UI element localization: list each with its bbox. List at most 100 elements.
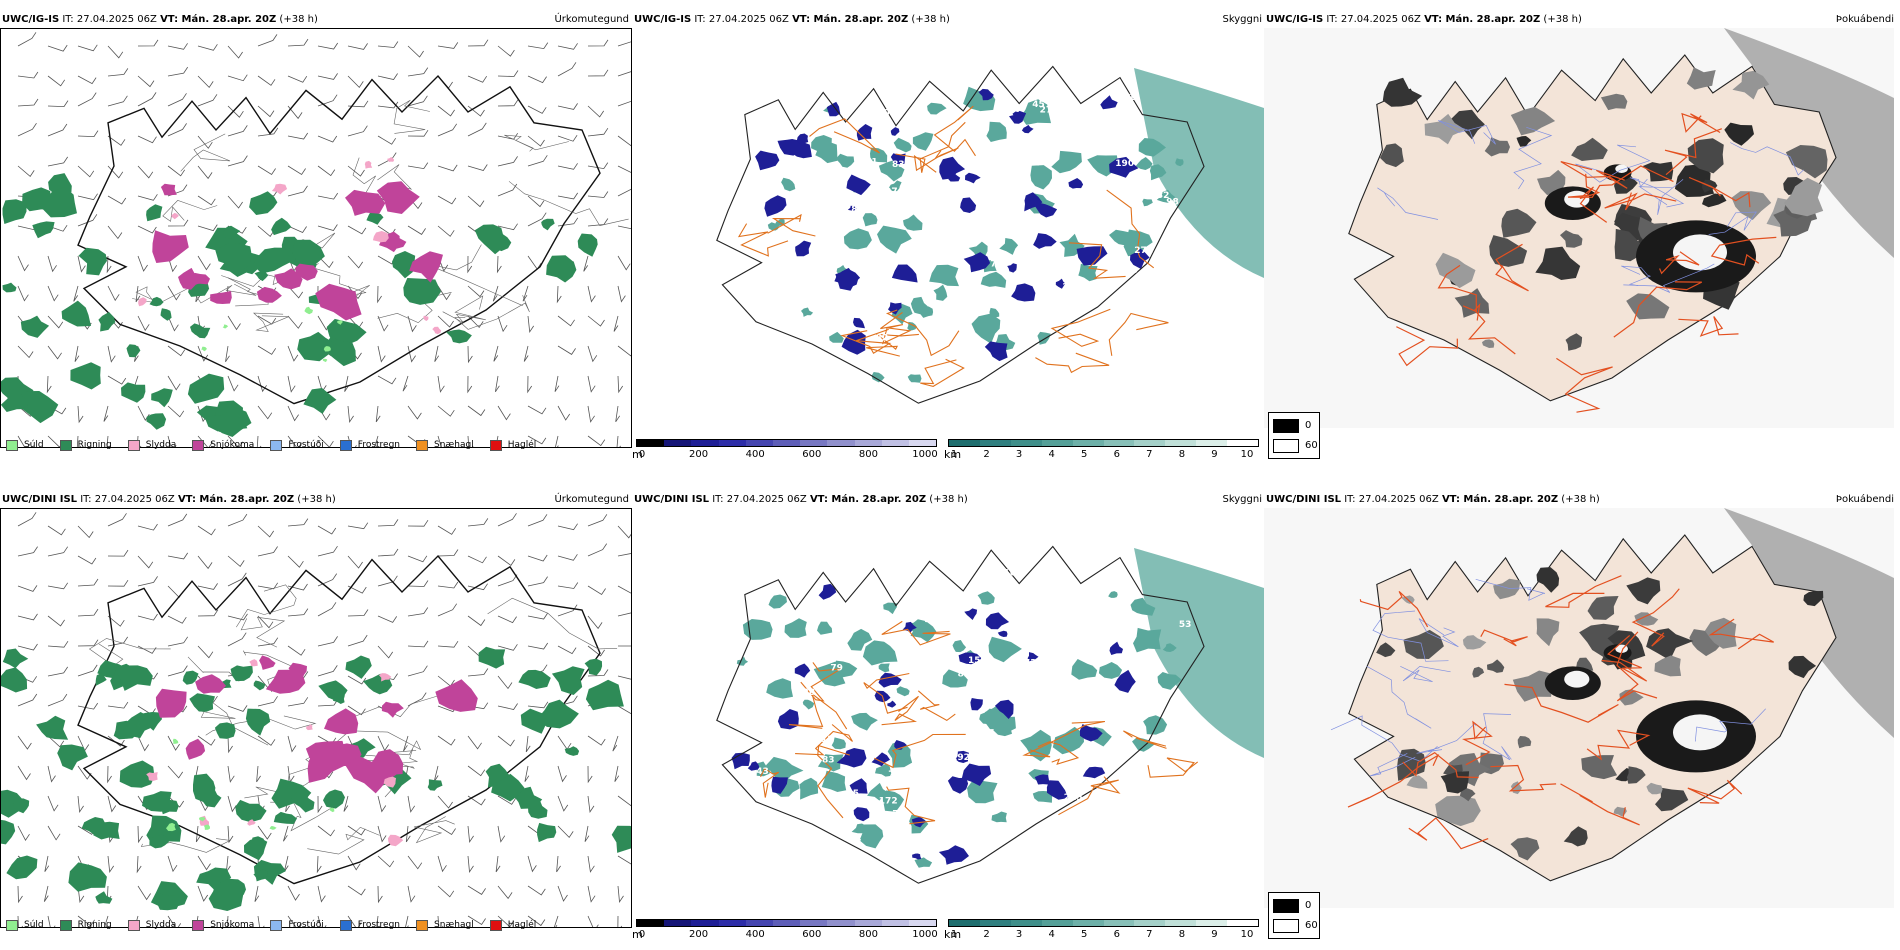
- wind-barb: [347, 285, 363, 300]
- road-line: [1623, 263, 1715, 293]
- wind-barb: [467, 825, 474, 844]
- wind-barb: [437, 640, 459, 648]
- ceiling-height-label: 200: [877, 109, 896, 119]
- precip-header-row2: UWC/DINI ISL IT: 27.04.2025 06Z VT: Mán.…: [0, 492, 632, 508]
- road-line: [1462, 720, 1493, 766]
- wind-barb: [17, 735, 32, 750]
- wind-barb: [377, 735, 390, 752]
- low-ceiling-area: [955, 750, 969, 763]
- wind-barb: [615, 405, 621, 423]
- wind-barb: [587, 191, 609, 198]
- low-ceiling-area: [771, 776, 788, 794]
- wind-barb: [17, 122, 37, 137]
- low-visibility-area: [888, 180, 902, 192]
- wind-barb: [226, 915, 232, 928]
- precip-header-row1: UWC/IG-IS IT: 27.04.2025 06Z VT: Mán. 28…: [0, 12, 632, 28]
- low-visibility-area: [847, 628, 873, 651]
- wind-barb: [347, 634, 368, 647]
- wind-barb: [527, 885, 546, 896]
- wind-barb: [557, 315, 575, 327]
- init-time: IT: 27.04.2025 06Z: [1344, 494, 1439, 505]
- fog-shade-area: [1788, 655, 1817, 679]
- legend-swatch: [270, 439, 283, 451]
- legend-label: Haglél: [507, 440, 537, 450]
- drizzle-area: [269, 826, 277, 830]
- wind-barb: [317, 573, 338, 587]
- wind-barb: [347, 405, 354, 424]
- fog-shade-area: [1382, 77, 1423, 107]
- low-visibility-area: [1149, 164, 1167, 181]
- wind-barb: [227, 375, 239, 392]
- low-ceiling-area: [1024, 192, 1043, 212]
- wind-barb: [434, 345, 440, 362]
- rain-area: [149, 296, 164, 307]
- snow-area: [210, 291, 232, 304]
- wind-barb: [167, 915, 182, 928]
- snow-area: [152, 230, 189, 263]
- wind-barb: [407, 225, 426, 235]
- wind-barb: [617, 675, 632, 680]
- rain-area: [146, 413, 167, 430]
- ceiling-height-label: 101: [1004, 569, 1023, 579]
- colorbar-bin: [637, 920, 665, 926]
- colorbar-tick-label: 200: [689, 449, 709, 460]
- wind-barb: [437, 285, 451, 301]
- rain-area: [491, 773, 525, 802]
- ceiling-height-label: 76: [867, 101, 880, 111]
- wind-barb: [17, 643, 38, 651]
- wind-barb: [167, 345, 186, 357]
- low-visibility-area: [1135, 157, 1153, 170]
- fog-shade-area: [1587, 596, 1619, 620]
- wind-barb: [167, 665, 188, 677]
- drizzle-area: [172, 738, 179, 744]
- colorbar-bin: [1041, 440, 1073, 446]
- wind-barb: [287, 132, 309, 140]
- precip-legend-row1: Súld Rigning Slydda Snjókoma Frostúði Frostre…: [6, 436, 626, 454]
- colorbar-tick-label: 6: [1113, 449, 1120, 460]
- ceiling-height-label: 75: [888, 770, 901, 780]
- rain-area: [196, 867, 232, 892]
- road-line: [840, 328, 892, 354]
- fog-shade-area: [1702, 193, 1727, 208]
- precip-legend-item: Snjókoma: [192, 919, 254, 931]
- precip-panel-row2: UWC/DINI ISL IT: 27.04.2025 06Z VT: Mán.…: [0, 492, 632, 944]
- rain-area: [97, 660, 128, 679]
- low-ceiling-area: [978, 88, 994, 101]
- low-ceiling-area: [849, 778, 868, 794]
- wind-barb: [556, 855, 561, 873]
- fog-shade-area: [1803, 590, 1824, 607]
- panel-title: Úrkomutegund: [554, 494, 629, 505]
- visibility-panel-row2: UWC/DINI ISL IT: 27.04.2025 06Z VT: Mán.…: [632, 492, 1264, 944]
- wind-barb: [347, 43, 368, 50]
- drizzle-area: [337, 320, 343, 325]
- snow-area: [259, 655, 276, 670]
- wind-barb: [407, 45, 424, 58]
- wind-barb: [617, 225, 632, 230]
- wind-barb: [257, 525, 275, 538]
- ceiling-height-label: 53: [793, 267, 806, 277]
- low-visibility-area: [829, 660, 858, 679]
- precip-legend-item: Rigning: [59, 919, 112, 931]
- wind-barb: [197, 224, 218, 232]
- low-visibility-area: [991, 811, 1007, 823]
- snow-area: [256, 286, 282, 303]
- wind-barb: [317, 224, 338, 231]
- low-ceiling-area: [1100, 95, 1118, 110]
- low-ceiling-area: [894, 740, 907, 750]
- wind-barb: [467, 375, 473, 394]
- wind-barb: [587, 514, 608, 527]
- wind-barb: [287, 165, 306, 176]
- wind-barb: [107, 735, 125, 747]
- low-ceiling-area: [964, 608, 978, 620]
- wind-barb: [137, 555, 154, 569]
- road-line: [1482, 713, 1512, 761]
- colorbar-tick-label: 2: [983, 929, 990, 940]
- wind-barb: [137, 885, 151, 901]
- wind-barb: [497, 45, 515, 57]
- wind-barb: [612, 735, 619, 752]
- wind-barb: [47, 285, 59, 302]
- road-line: [240, 616, 286, 648]
- snow-area: [345, 189, 386, 216]
- rain-area: [253, 869, 268, 882]
- legend-swatch: [416, 919, 429, 931]
